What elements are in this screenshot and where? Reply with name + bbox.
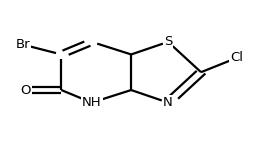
Text: Cl: Cl (230, 51, 243, 64)
Text: Br: Br (16, 38, 30, 51)
Text: O: O (20, 84, 31, 97)
Text: NH: NH (82, 96, 101, 109)
Text: S: S (164, 35, 172, 48)
Text: N: N (163, 96, 173, 109)
